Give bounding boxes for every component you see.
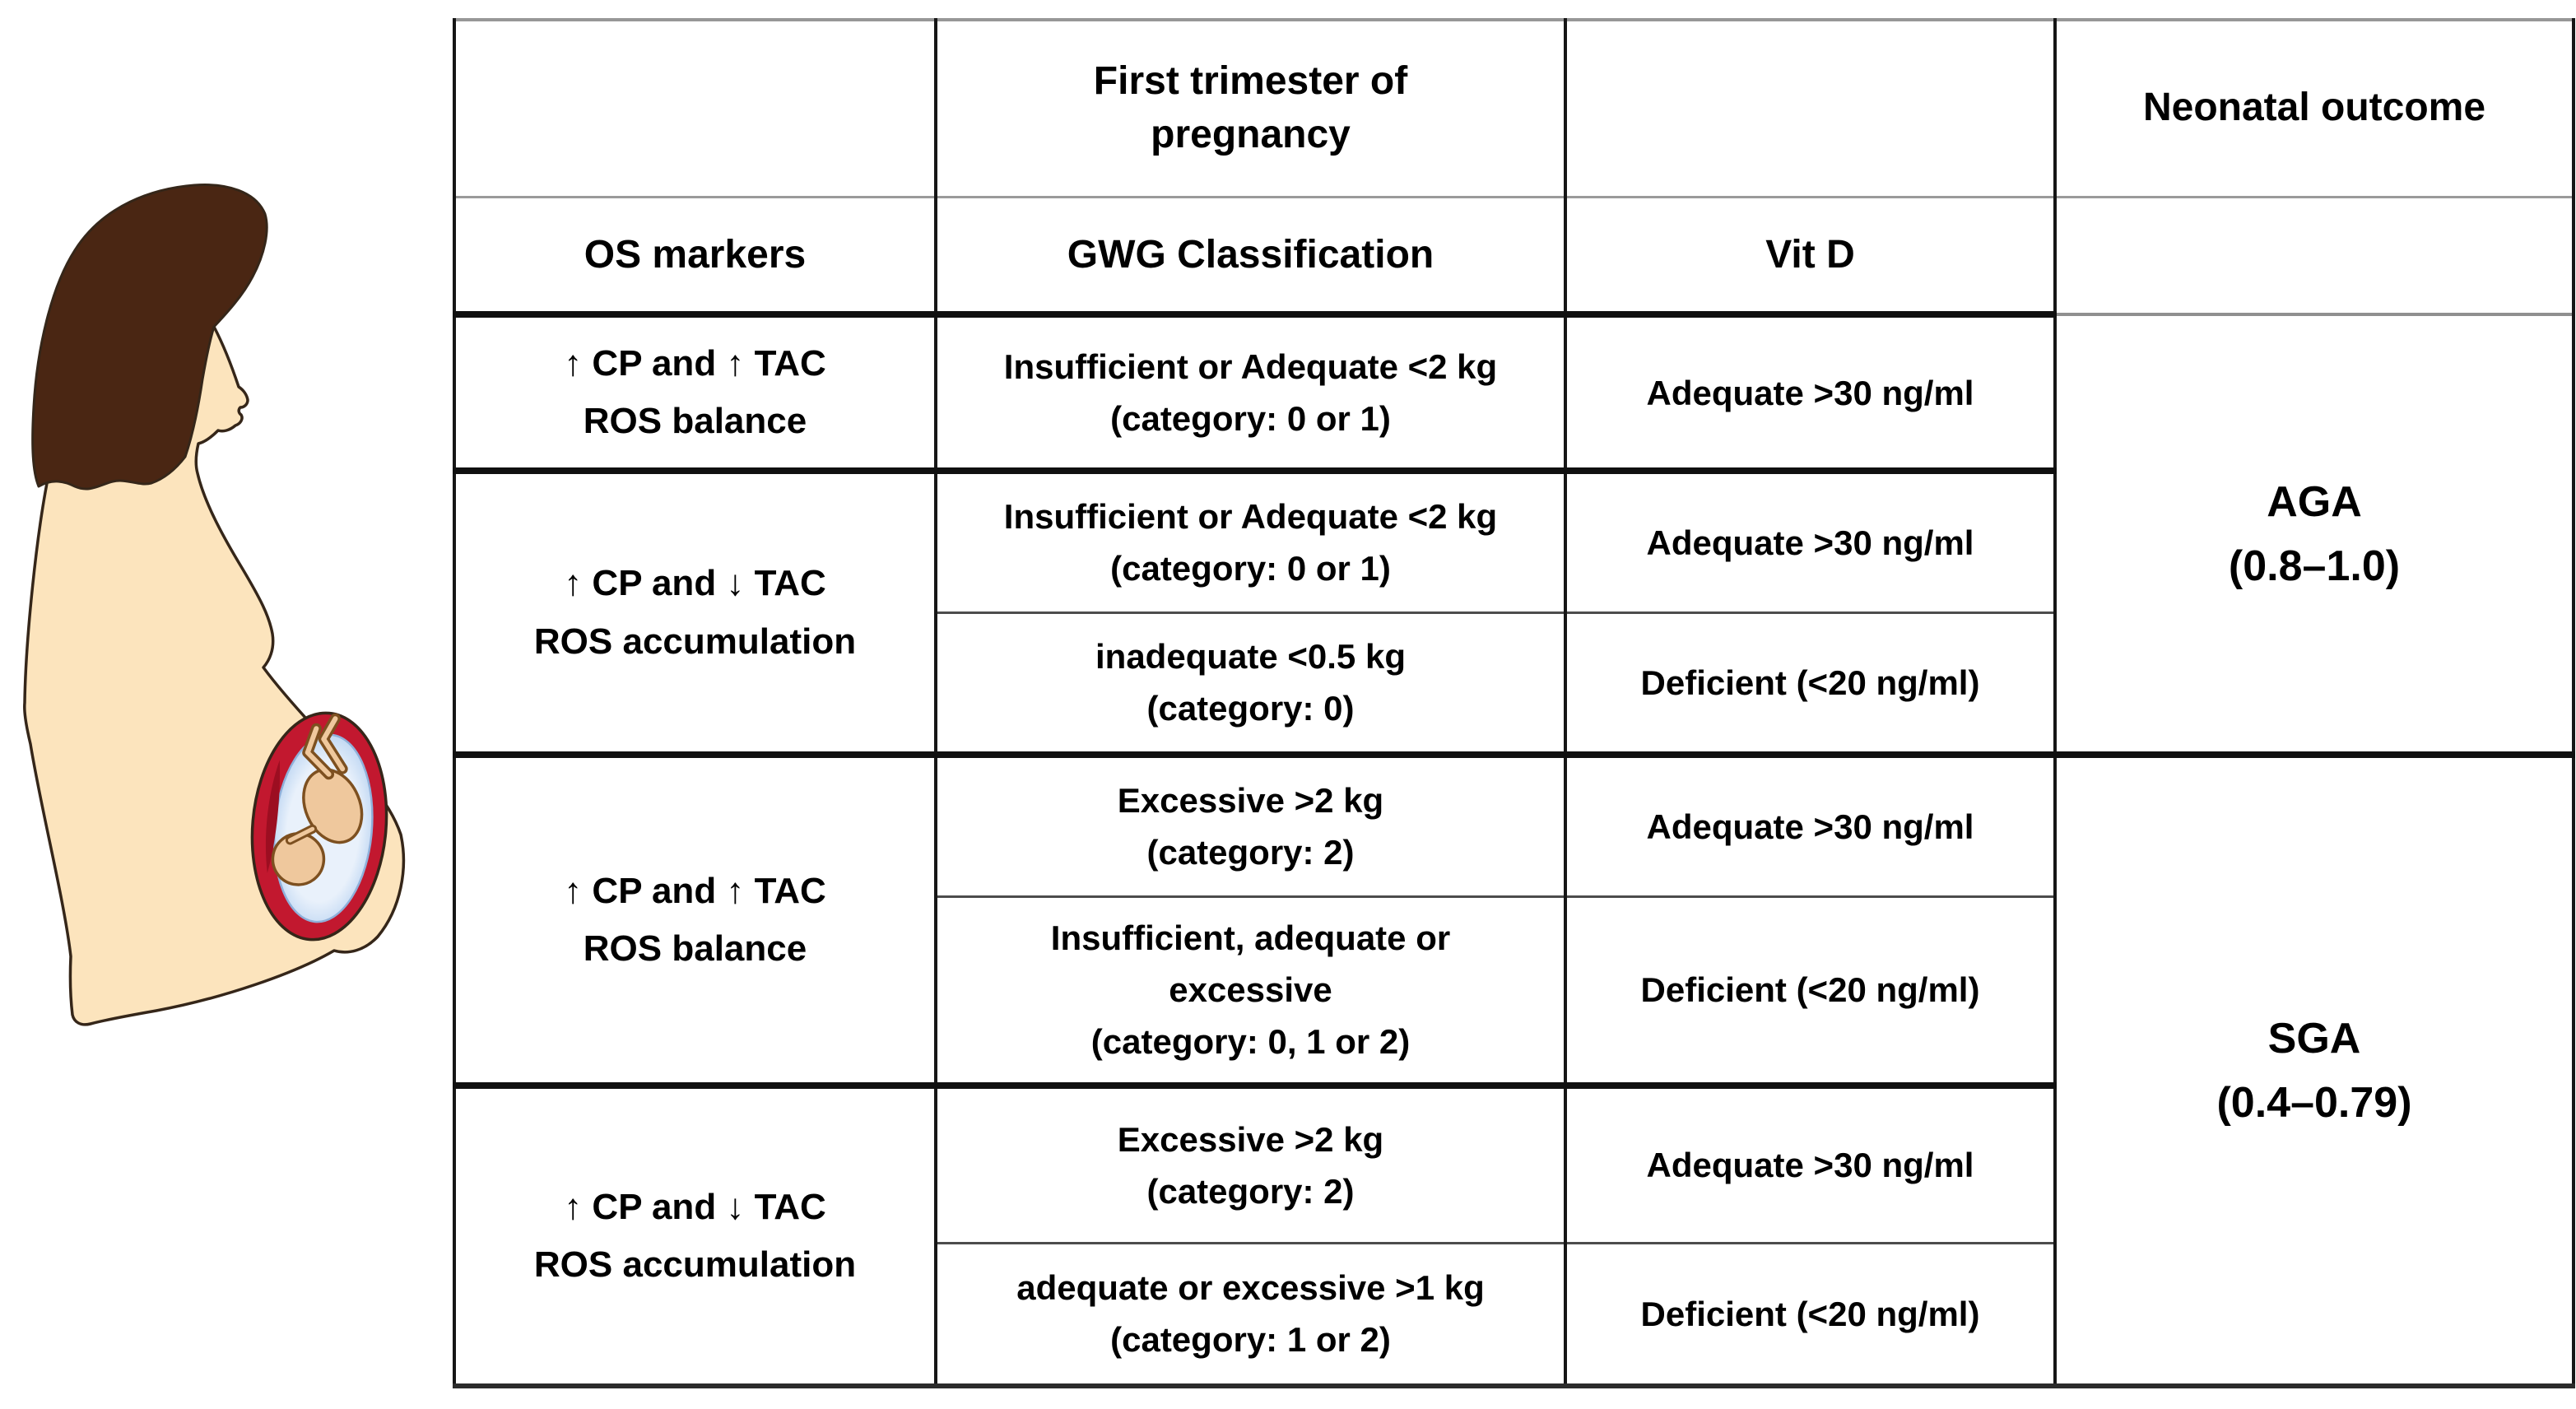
- vitd-value: Adequate >30 ng/ml: [1646, 523, 1974, 562]
- cell-gwg-3: inadequate <0.5 kg (category: 0): [934, 611, 1567, 755]
- cell-os-group-4: ↑ CP and ↓ TAC ROS accumulation: [453, 1082, 937, 1386]
- gwg-category: (category: 0 or 1): [1110, 549, 1391, 588]
- neonatal-outcome-label: Neonatal outcome: [2142, 86, 2486, 130]
- cell-os-group-3: ↑ CP and ↑ TAC ROS balance: [453, 751, 937, 1086]
- table-row: adequate or excessive >1 kg (category: 1…: [454, 1241, 2574, 1386]
- header-row-1: First trimester of pregnancy Neonatal ou…: [453, 20, 2575, 197]
- vitd-value: Adequate >30 ng/ml: [1646, 373, 1974, 412]
- cell-outcome-aga: AGA (0.8–1.0): [2053, 313, 2575, 755]
- header-empty-cell: [1564, 20, 2057, 197]
- gwg-text: adequate or excessive >1 kg: [1016, 1268, 1485, 1308]
- table-row: ↑ CP and ↑ TAC ROS balance Insufficient …: [453, 311, 2575, 755]
- gwg-category: (category: 0, 1 or 2): [1090, 1022, 1411, 1062]
- cell-vitd-5: Deficient (<20 ng/ml): [1564, 895, 2057, 1086]
- os-arrows: ↑ CP and ↓ TAC: [564, 563, 826, 604]
- cell-gwg-5: Insufficient, adequate or excessive (cat…: [934, 895, 1567, 1086]
- pregnant-woman-illustration: [23, 184, 406, 1026]
- outcome-label: SGA: [2267, 1015, 2361, 1063]
- outcome-label: AGA: [2267, 477, 2362, 526]
- vitd-value: Deficient (<20 ng/ml): [1640, 663, 1980, 702]
- table-row: ↑ CP and ↑ TAC ROS balance Excessive >2 …: [453, 751, 2575, 1386]
- outcome-range: (0.4–0.79): [2216, 1079, 2412, 1127]
- gwg-category: (category: 0): [1146, 689, 1355, 728]
- cell-gwg-6: Excessive >2 kg (category: 2): [934, 1082, 1567, 1243]
- gwg-text: inadequate <0.5 kg: [1095, 637, 1406, 677]
- fetus-torso: [302, 768, 364, 844]
- gwg-text: Insufficient or Adequate <2 kg: [1003, 497, 1498, 537]
- cell-gwg-1: Insufficient or Adequate <2 kg (category…: [934, 311, 1567, 471]
- table-row: ↑ CP and ↓ TAC ROS accumulation Insuffic…: [453, 467, 2574, 755]
- os-label: ROS accumulation: [533, 621, 857, 662]
- cell-vitd-7: Deficient (<20 ng/ml): [1564, 1241, 2057, 1386]
- table-row: Insufficient, adequate or excessive (cat…: [454, 895, 2574, 1086]
- os-markers-label: OS markers: [584, 232, 807, 277]
- os-arrows: ↑ CP and ↑ TAC: [564, 342, 826, 384]
- header-first-trimester: First trimester of pregnancy: [934, 20, 1567, 197]
- cell-vitd-2: Adequate >30 ng/ml: [1564, 467, 2057, 612]
- os-arrows: ↑ CP and ↓ TAC: [564, 1186, 826, 1227]
- gwg-category: (category: 2): [1146, 1171, 1355, 1211]
- header-row-2: OS markers GWG Classification Vit D: [453, 195, 2575, 314]
- os-arrows: ↑ CP and ↑ TAC: [564, 870, 826, 911]
- gwg-category: (category: 0 or 1): [1110, 399, 1391, 438]
- cell-outcome-sga: SGA (0.4–0.79): [2053, 751, 2575, 1386]
- os-label: ROS accumulation: [533, 1244, 857, 1285]
- fetus: [271, 713, 364, 886]
- table-row: inadequate <0.5 kg (category: 0) Deficie…: [454, 611, 2574, 755]
- cell-gwg-4: Excessive >2 kg (category: 2): [934, 751, 1567, 896]
- vitd-value: Adequate >30 ng/ml: [1646, 1146, 1974, 1185]
- vitd-label: Vit D: [1765, 232, 1855, 277]
- os-label: ROS balance: [583, 928, 807, 969]
- cell-vitd-3: Deficient (<20 ng/ml): [1564, 611, 2057, 755]
- cell-vitd-1: Adequate >30 ng/ml: [1564, 311, 2057, 471]
- vitd-value: Deficient (<20 ng/ml): [1640, 970, 1980, 1010]
- fetus-arm: [287, 826, 315, 843]
- outcome-table: First trimester of pregnancy Neonatal ou…: [453, 18, 2575, 1388]
- os-label: ROS balance: [583, 401, 807, 441]
- cell-vitd-4: Adequate >30 ng/ml: [1564, 751, 2057, 896]
- gwg-text: excessive: [1169, 970, 1332, 1010]
- gwg-category: (category: 1 or 2): [1110, 1320, 1391, 1360]
- gwg-text: Insufficient, adequate or: [1050, 918, 1451, 958]
- cell-vitd-6: Adequate >30 ng/ml: [1564, 1082, 2057, 1243]
- header-gwg: GWG Classification: [934, 195, 1567, 314]
- first-trimester-label: First trimester of pregnancy: [1093, 58, 1408, 156]
- cell-os-group-2: ↑ CP and ↓ TAC ROS accumulation: [453, 467, 937, 755]
- cell-gwg-2: Insufficient or Adequate <2 kg (category…: [934, 467, 1567, 612]
- table-row: ↑ CP and ↓ TAC ROS accumulation Excessiv…: [453, 1082, 2574, 1386]
- outcome-range: (0.8–1.0): [2228, 542, 2401, 590]
- gwg-text: Excessive >2 kg: [1117, 781, 1384, 821]
- header-empty-cell: [453, 20, 937, 197]
- woman-hair: [31, 184, 268, 491]
- vitd-value: Deficient (<20 ng/ml): [1640, 1294, 1980, 1333]
- gwg-category: (category: 2): [1146, 833, 1355, 872]
- cell-os-group-1: ↑ CP and ↑ TAC ROS balance: [453, 311, 937, 471]
- header-empty-cell: [2053, 195, 2575, 314]
- vitd-value: Adequate >30 ng/ml: [1646, 807, 1974, 846]
- fetus-leg: [305, 726, 332, 777]
- header-os-markers: OS markers: [453, 195, 937, 314]
- cell-gwg-7: adequate or excessive >1 kg (category: 1…: [934, 1241, 1567, 1386]
- header-vitd: Vit D: [1564, 195, 2057, 314]
- gwg-label: GWG Classification: [1067, 232, 1434, 277]
- header-neonatal-outcome: Neonatal outcome: [2053, 20, 2575, 197]
- fetus-leg: [321, 716, 346, 772]
- womb-cutaway: [250, 711, 388, 942]
- gwg-text: Insufficient or Adequate <2 kg: [1003, 347, 1498, 386]
- uterus-fold: [265, 760, 281, 873]
- gwg-text: Excessive >2 kg: [1117, 1119, 1384, 1159]
